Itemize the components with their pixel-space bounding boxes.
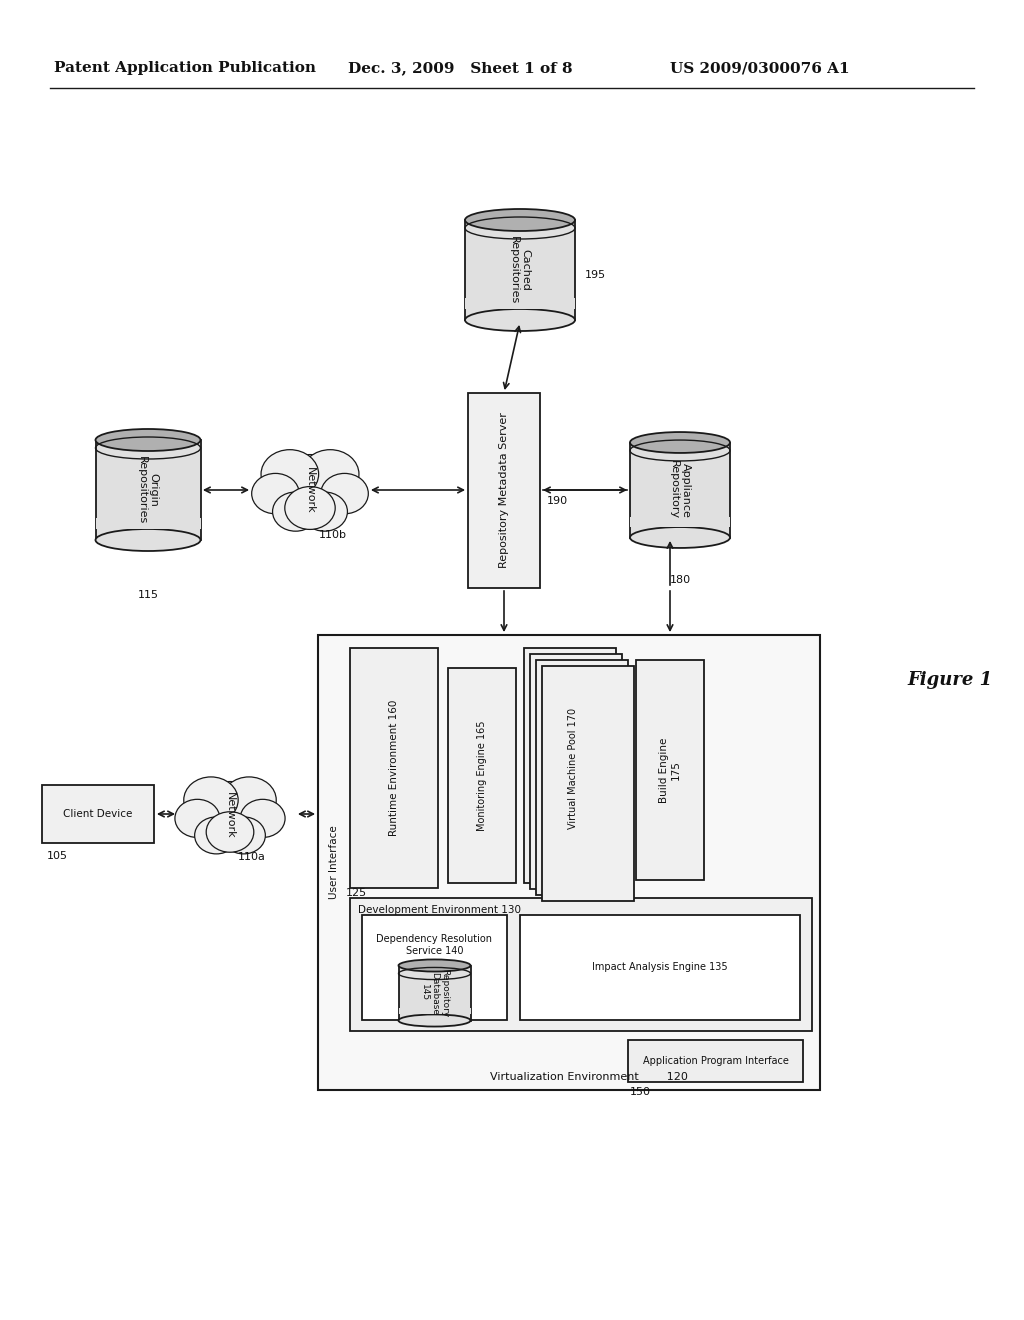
Bar [530,653,622,888]
Bar [449,668,516,883]
Text: Impact Analysis Engine 135: Impact Analysis Engine 135 [592,962,728,973]
Ellipse shape [175,800,220,837]
Text: Runtime Environment 160: Runtime Environment 160 [389,700,399,836]
Text: Repository Metadata Server: Repository Metadata Server [499,413,509,569]
Ellipse shape [261,450,318,499]
Text: User Interface: User Interface [329,825,339,899]
Ellipse shape [398,1015,470,1027]
Text: 110b: 110b [318,529,347,540]
Text: Patent Application Publication: Patent Application Publication [54,61,316,75]
Text: 195: 195 [585,271,606,280]
Text: 115: 115 [137,590,159,601]
Text: Client Device: Client Device [63,809,133,818]
Bar [542,667,634,902]
Text: 105: 105 [47,851,68,861]
Ellipse shape [222,777,276,824]
Ellipse shape [241,800,285,837]
Text: Dec. 3, 2009   Sheet 1 of 8: Dec. 3, 2009 Sheet 1 of 8 [348,61,572,75]
Bar [468,393,540,587]
Text: Build Engine
175: Build Engine 175 [659,738,681,803]
Text: Application Program Interface: Application Program Interface [643,1056,788,1067]
Ellipse shape [272,492,318,531]
Text: Development Environment 130: Development Environment 130 [358,906,521,915]
Bar [318,635,820,1090]
Bar [42,785,154,843]
Text: Network: Network [225,792,234,838]
Bar [465,220,575,319]
Text: Virtualization Environment        120: Virtualization Environment 120 [490,1072,688,1082]
Ellipse shape [285,487,335,529]
Text: Figure 1: Figure 1 [907,671,992,689]
Bar [350,898,812,1031]
Bar [398,1008,470,1015]
Text: 190: 190 [547,495,568,506]
Text: Appliance
Repository: Appliance Repository [670,461,691,520]
Bar [95,517,201,529]
Text: Network: Network [305,467,315,513]
Ellipse shape [630,432,730,453]
Ellipse shape [252,474,299,513]
Text: 180: 180 [670,576,690,585]
Ellipse shape [272,454,347,519]
Text: Dependency Resolution
Service 140: Dependency Resolution Service 140 [377,935,493,956]
Text: 110a: 110a [239,853,266,862]
Text: Cached
Repositories: Cached Repositories [509,236,530,304]
Bar [524,648,616,883]
Ellipse shape [195,781,265,842]
Ellipse shape [95,529,201,550]
Bar [95,440,201,540]
Ellipse shape [301,492,347,531]
Text: Repository
Database
145: Repository Database 145 [420,969,450,1018]
Bar [465,298,575,309]
Bar [350,648,438,888]
Ellipse shape [630,527,730,548]
Ellipse shape [95,429,201,451]
Ellipse shape [195,817,239,854]
Ellipse shape [398,960,470,972]
Text: US 2009/0300076 A1: US 2009/0300076 A1 [670,61,850,75]
Bar [628,1040,803,1082]
Text: Origin
Repositories: Origin Repositories [137,455,159,524]
Bar [362,915,507,1020]
Ellipse shape [465,309,575,331]
Bar [398,965,470,1020]
Bar [630,516,730,527]
Ellipse shape [222,817,265,854]
Ellipse shape [206,812,254,853]
Text: 150: 150 [630,1086,651,1097]
Ellipse shape [301,450,359,499]
Ellipse shape [465,209,575,231]
Bar [636,660,705,880]
Bar [536,660,628,895]
Ellipse shape [321,474,369,513]
Ellipse shape [183,777,239,824]
Bar [520,915,800,1020]
Text: 125: 125 [346,887,368,898]
Bar [630,442,730,537]
Text: Virtual Machine Pool 170: Virtual Machine Pool 170 [568,708,578,829]
Text: Monitoring Engine 165: Monitoring Engine 165 [477,721,487,830]
